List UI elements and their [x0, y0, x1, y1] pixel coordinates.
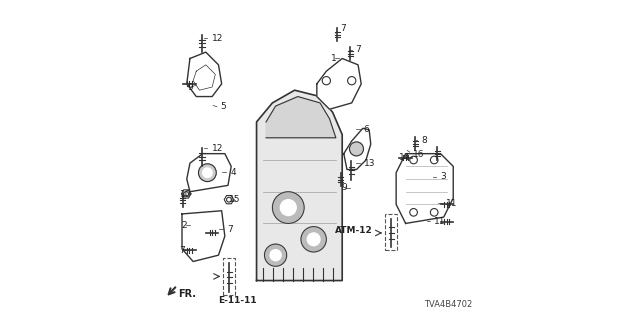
Text: 7: 7 — [227, 225, 233, 234]
Polygon shape — [344, 128, 371, 170]
Text: 11: 11 — [446, 199, 458, 208]
Polygon shape — [317, 59, 361, 109]
Text: 11: 11 — [434, 217, 445, 226]
Circle shape — [430, 156, 438, 164]
Text: 5: 5 — [221, 102, 227, 111]
Bar — [385, 214, 397, 251]
Text: 9: 9 — [188, 83, 193, 92]
Polygon shape — [224, 196, 234, 204]
Circle shape — [280, 200, 296, 215]
Text: 7: 7 — [340, 24, 346, 33]
Circle shape — [264, 244, 287, 266]
Circle shape — [307, 233, 320, 246]
Circle shape — [322, 76, 330, 85]
Circle shape — [227, 197, 231, 202]
Circle shape — [349, 142, 364, 156]
Circle shape — [301, 227, 326, 252]
Circle shape — [348, 76, 356, 85]
Circle shape — [410, 209, 417, 216]
Text: 8: 8 — [422, 136, 428, 145]
Text: 14: 14 — [399, 153, 410, 162]
Polygon shape — [182, 211, 225, 261]
Text: 16: 16 — [413, 150, 424, 159]
Text: 7: 7 — [179, 246, 185, 255]
Text: 12: 12 — [211, 144, 223, 153]
Text: 4: 4 — [230, 168, 236, 177]
Text: 3: 3 — [440, 172, 446, 181]
Bar — [223, 258, 236, 295]
Circle shape — [203, 168, 212, 178]
Text: 15: 15 — [229, 195, 241, 204]
Text: TVA4B4702: TVA4B4702 — [424, 300, 472, 309]
Text: 1: 1 — [331, 54, 337, 63]
Circle shape — [198, 164, 216, 181]
Circle shape — [273, 192, 304, 223]
Polygon shape — [187, 52, 221, 97]
Polygon shape — [181, 190, 191, 198]
Text: 10: 10 — [179, 190, 191, 199]
Text: 7: 7 — [355, 45, 361, 54]
Circle shape — [410, 156, 417, 164]
Text: 9: 9 — [341, 183, 347, 192]
Circle shape — [184, 192, 189, 196]
Text: 6: 6 — [364, 125, 369, 134]
Polygon shape — [266, 97, 336, 138]
Polygon shape — [187, 154, 231, 192]
Polygon shape — [257, 90, 342, 281]
Polygon shape — [396, 154, 453, 223]
Text: FR.: FR. — [178, 289, 196, 299]
Circle shape — [430, 209, 438, 216]
Circle shape — [270, 250, 281, 261]
Text: E-11-11: E-11-11 — [218, 296, 257, 305]
Text: 13: 13 — [364, 159, 375, 168]
Text: 12: 12 — [211, 34, 223, 43]
Text: 2: 2 — [181, 220, 187, 229]
Text: ATM-12: ATM-12 — [335, 226, 372, 235]
